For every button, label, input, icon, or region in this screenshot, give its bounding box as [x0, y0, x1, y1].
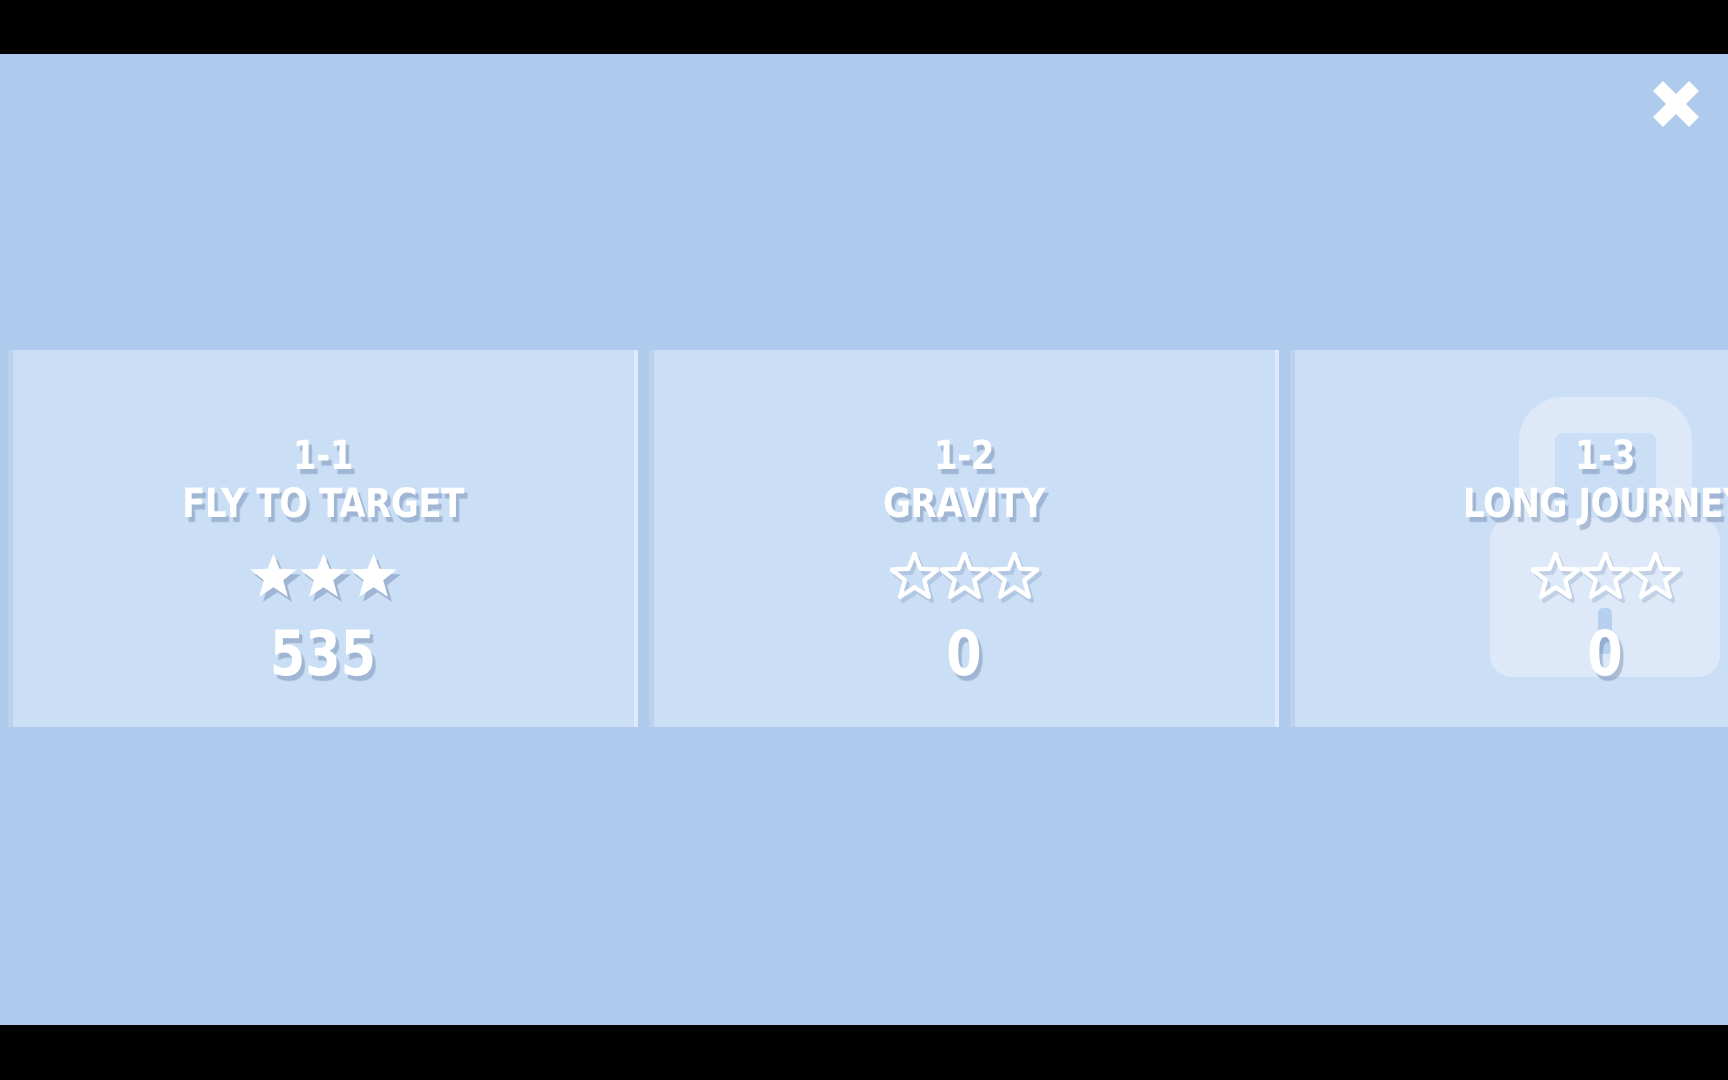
- level-id: 1-2: [933, 433, 995, 479]
- level-card-content: 1-3 LONG JOURNEY 0: [1290, 350, 1728, 727]
- level-score: 0: [1587, 617, 1623, 690]
- level-card-content: 1-1 FLY TO TARGET 535: [8, 350, 638, 727]
- close-button[interactable]: [1648, 76, 1704, 132]
- level-id: 1-1: [292, 433, 354, 479]
- lock-icon: [1290, 350, 1728, 727]
- level-name: LONG JOURNEY: [1462, 481, 1728, 527]
- level-name: GRAVITY: [883, 481, 1045, 527]
- letterbox-bottom: [0, 1025, 1728, 1080]
- level-card[interactable]: 1-1 FLY TO TARGET 535: [8, 350, 638, 727]
- level-id: 1-3: [1574, 433, 1636, 479]
- level-score: 535: [269, 617, 377, 690]
- star-icon: [1630, 552, 1680, 599]
- star-rating: [1290, 552, 1728, 599]
- star-rating: [649, 552, 1279, 599]
- star-icon: [1580, 552, 1630, 599]
- level-card[interactable]: 1-3 LONG JOURNEY 0: [1290, 350, 1728, 727]
- level-card[interactable]: 1-2 GRAVITY 0: [649, 350, 1279, 727]
- level-title: 1-3 LONG JOURNEY: [1290, 432, 1728, 528]
- level-select-screen: 1-1 FLY TO TARGET 535 1-2 GRAVITY: [0, 54, 1728, 1025]
- star-icon: [989, 552, 1039, 599]
- level-title: 1-1 FLY TO TARGET: [8, 432, 638, 528]
- level-list: 1-1 FLY TO TARGET 535 1-2 GRAVITY: [8, 350, 1728, 727]
- level-title: 1-2 GRAVITY: [649, 432, 1279, 528]
- close-icon: [1653, 81, 1699, 127]
- letterbox-top: [0, 0, 1728, 54]
- lock-keyhole: [1598, 608, 1612, 654]
- star-icon: [299, 553, 347, 597]
- star-icon: [1530, 552, 1580, 599]
- star-icon: [349, 553, 397, 597]
- level-card-content: 1-2 GRAVITY 0: [649, 350, 1279, 727]
- star-icon: [939, 552, 989, 599]
- star-rating: [8, 552, 638, 599]
- level-name: FLY TO TARGET: [182, 481, 464, 527]
- level-score: 0: [946, 617, 982, 690]
- star-icon: [889, 552, 939, 599]
- star-icon: [249, 553, 297, 597]
